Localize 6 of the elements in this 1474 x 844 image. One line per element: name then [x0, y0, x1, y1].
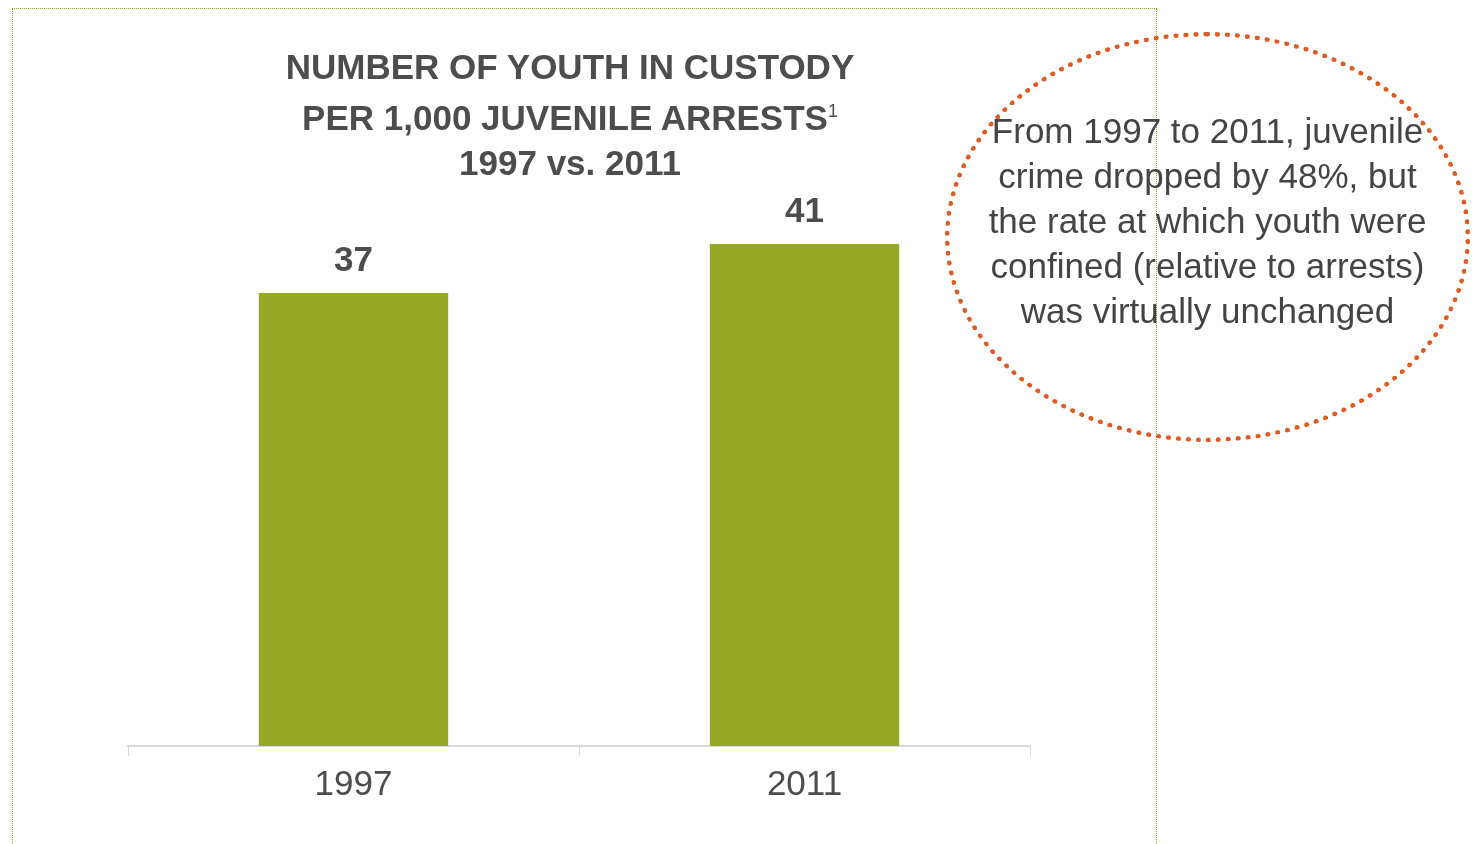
- chart-title: NUMBER OF YOUTH IN CUSTODY PER 1,000 JUVENILE ARRESTS$^{1}$ 1997 vs. 2011: [285, 47, 855, 182]
- data-label: 41: [785, 190, 824, 230]
- annotation: From 1997 to 2011, juvenile crime dropped by 48%, but the rate at which youth were confined (relative to arrests) was virtually unchanged: [987, 110, 1428, 332]
- x-tick-label: 2011: [766, 762, 843, 802]
- x-tick-label: 1997: [314, 762, 393, 802]
- data-label: 37: [334, 239, 373, 279]
